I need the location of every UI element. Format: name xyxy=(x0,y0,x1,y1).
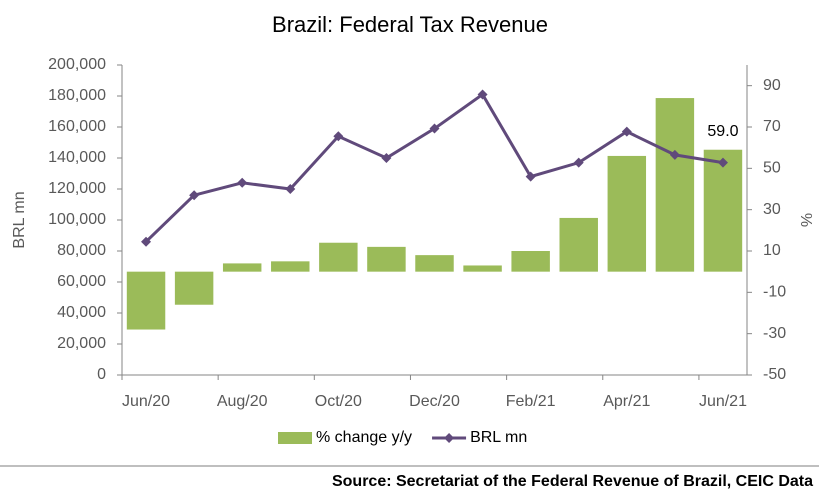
x-tick-label: Dec/20 xyxy=(409,393,460,410)
bar xyxy=(463,265,502,272)
x-tick-label: Apr/21 xyxy=(603,393,650,410)
legend-swatch xyxy=(278,432,312,444)
marker xyxy=(381,153,392,163)
y2-axis-title: % xyxy=(797,213,814,227)
legend-label: BRL mn xyxy=(470,429,527,446)
marker xyxy=(429,123,440,134)
source: Source: Secretariat of the Federal Reven… xyxy=(332,473,813,490)
marker xyxy=(141,236,152,247)
y-tick-label: 180,000 xyxy=(48,87,106,104)
bar xyxy=(655,98,695,272)
y2-tick-label: -10 xyxy=(763,284,786,301)
y-tick-label: 0 xyxy=(97,366,106,383)
marker xyxy=(237,177,248,188)
y-tick-label: 100,000 xyxy=(48,211,106,228)
marker xyxy=(189,190,200,201)
bar xyxy=(126,271,166,330)
y2-tick-label: -50 xyxy=(763,366,786,383)
y-tick-label: 160,000 xyxy=(48,118,106,135)
bar xyxy=(319,242,358,272)
bar xyxy=(703,149,743,272)
data-label: 59.0 xyxy=(707,123,738,140)
legend-marker xyxy=(444,433,455,443)
y-tick-label: 40,000 xyxy=(57,304,106,321)
y-tick-label: 140,000 xyxy=(48,149,106,166)
marker xyxy=(285,184,296,194)
marker xyxy=(525,171,536,182)
y-axis-title: BRL mn xyxy=(11,191,28,248)
bar xyxy=(174,271,214,305)
bar xyxy=(367,246,406,272)
bar xyxy=(271,261,310,272)
bar xyxy=(415,255,454,272)
y2-tick-label: 90 xyxy=(763,77,781,94)
y2-tick-label: 50 xyxy=(763,160,781,177)
chart-title: Brazil: Federal Tax Revenue xyxy=(272,12,548,37)
x-tick-label: Feb/21 xyxy=(506,393,556,410)
bar xyxy=(511,251,550,272)
y-tick-label: 60,000 xyxy=(57,273,106,290)
marker xyxy=(573,157,584,168)
marker xyxy=(477,89,488,100)
marker xyxy=(669,149,680,160)
legend-label: % change y/y xyxy=(316,429,412,446)
y2-tick-label: 10 xyxy=(763,242,781,259)
y-tick-label: 80,000 xyxy=(57,242,106,259)
y2-tick-label: 30 xyxy=(763,201,781,218)
y-tick-label: 20,000 xyxy=(57,335,106,352)
y2-tick-label: 70 xyxy=(763,118,781,135)
x-tick-label: Jun/20 xyxy=(122,393,170,410)
marker xyxy=(717,157,728,168)
bar xyxy=(607,155,647,272)
marker xyxy=(621,126,632,137)
x-tick-label: Oct/20 xyxy=(315,393,362,410)
y-tick-label: 200,000 xyxy=(48,56,106,73)
marker xyxy=(333,131,344,142)
bar xyxy=(559,217,598,272)
y2-tick-label: -30 xyxy=(763,325,786,342)
y-tick-label: 120,000 xyxy=(48,180,106,197)
bar xyxy=(222,263,262,272)
x-tick-label: Jun/21 xyxy=(699,393,747,410)
x-tick-label: Aug/20 xyxy=(217,393,268,410)
